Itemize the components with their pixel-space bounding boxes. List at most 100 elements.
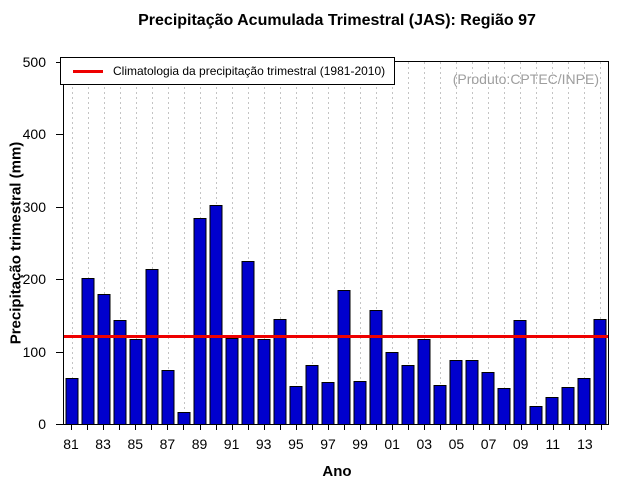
bar-91 [225, 337, 239, 424]
bar-slot-09 [512, 62, 528, 424]
x-tick-89 [199, 425, 201, 430]
year-gridline [504, 62, 505, 424]
bar-slot-87 [160, 62, 176, 424]
bar-slot-88 [176, 62, 192, 424]
bar-96 [305, 365, 319, 424]
bar-98 [337, 290, 351, 424]
bar-14 [593, 319, 607, 424]
x-tick-94 [279, 425, 281, 430]
x-tick-label-91: 91 [223, 436, 240, 452]
year-gridline [184, 62, 185, 424]
year-gridline [248, 62, 249, 424]
bar-82 [81, 277, 95, 424]
year-gridline [296, 62, 297, 424]
x-tick-06 [472, 425, 474, 430]
x-axis: 81 83 85 87 89 91 93 95 97 99 01 03 05 07 09 11 13 [63, 425, 609, 485]
bar-90 [209, 204, 223, 424]
y-tick-100 [56, 351, 63, 353]
bar-slot-07 [480, 62, 496, 424]
bar-04 [433, 384, 447, 424]
bar-85 [129, 338, 143, 424]
x-tick-85 [135, 425, 137, 430]
year-gridline [280, 62, 281, 424]
year-gridline [136, 62, 137, 424]
y-tick-label-200: 200 [22, 271, 46, 288]
legend-box: Climatologia da precipitação trimestral … [60, 57, 396, 85]
bar-slot-84 [112, 62, 128, 424]
bar-slot-04 [432, 62, 448, 424]
year-gridline [440, 62, 441, 424]
x-tick-95 [295, 425, 297, 430]
x-tick-label-11: 11 [545, 436, 561, 452]
bar-92 [241, 261, 255, 424]
bar-slot-02 [400, 62, 416, 424]
bar-slot-94 [272, 62, 288, 424]
y-tick-label-0: 0 [38, 416, 46, 432]
chart-title: Precipitação Acumulada Trimestral (JAS):… [138, 12, 536, 29]
bar-01 [385, 351, 399, 424]
legend-label: Climatologia da precipitação trimestral … [113, 64, 386, 78]
bar-99 [353, 381, 367, 424]
bar-slot-81 [64, 62, 80, 424]
bar-84 [113, 319, 127, 424]
bar-slot-01 [384, 62, 400, 424]
year-gridline [168, 62, 169, 424]
x-tick-09 [520, 425, 522, 430]
year-gridline [472, 62, 473, 424]
x-axis-label: Ano [322, 463, 352, 480]
x-tick-93 [263, 425, 265, 430]
year-gridline [312, 62, 313, 424]
year-gridline [456, 62, 457, 424]
bar-06 [465, 360, 479, 424]
bar-slot-83 [96, 62, 112, 424]
year-gridline [584, 62, 585, 424]
x-tick-04 [440, 425, 442, 430]
year-gridline [120, 62, 121, 424]
x-tick-96 [311, 425, 313, 430]
bar-83 [97, 294, 111, 424]
y-tick-label-300: 300 [22, 198, 46, 215]
year-gridline [232, 62, 233, 424]
x-tick-01 [392, 425, 394, 430]
x-tick-label-85: 85 [127, 436, 144, 452]
bar-03 [417, 339, 431, 424]
y-tick-label-100: 100 [22, 343, 46, 360]
producer-note: (Produto:CPTEC/INPE) [452, 71, 599, 87]
year-gridline [392, 62, 393, 424]
bar-81 [65, 378, 79, 424]
year-gridline [600, 62, 601, 424]
plot-area: Climatologia da precipitação trimestral … [60, 57, 609, 425]
bar-11 [545, 397, 559, 424]
x-tick-02 [408, 425, 410, 430]
x-tick-11 [552, 425, 554, 430]
x-tick-12 [568, 425, 570, 430]
bar-97 [321, 382, 335, 424]
bar-slot-82 [80, 62, 96, 424]
x-tick-13 [584, 425, 586, 430]
x-tick-label-05: 05 [448, 436, 465, 452]
year-gridline [152, 62, 153, 424]
x-tick-99 [360, 425, 362, 430]
bar-13 [577, 377, 591, 424]
bar-slot-10 [528, 62, 544, 424]
bar-slot-14 [592, 62, 608, 424]
bar-93 [257, 339, 271, 424]
year-gridline [488, 62, 489, 424]
x-tick-84 [119, 425, 121, 430]
year-gridline [520, 62, 521, 424]
x-tick-03 [424, 425, 426, 430]
x-tick-label-87: 87 [159, 436, 176, 452]
y-tick-0 [56, 424, 63, 425]
bars-layer [64, 62, 608, 424]
bar-slot-96 [304, 62, 320, 424]
x-tick-92 [247, 425, 249, 430]
bar-slot-08 [496, 62, 512, 424]
bar-slot-13 [576, 62, 592, 424]
bar-87 [161, 369, 175, 424]
x-tick-label-95: 95 [288, 436, 304, 452]
x-tick-81 [71, 425, 72, 430]
year-gridline [552, 62, 553, 424]
year-gridline [536, 62, 537, 424]
legend-line-sample [73, 69, 103, 73]
